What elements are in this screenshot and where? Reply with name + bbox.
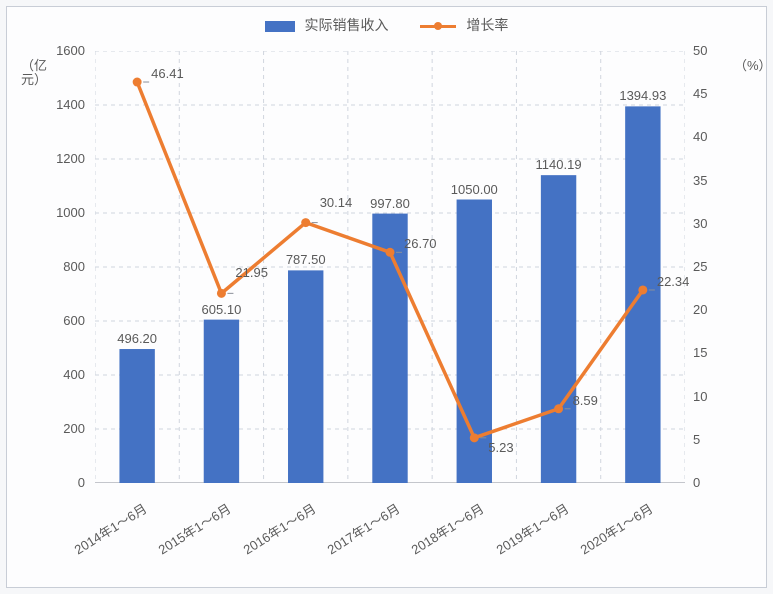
y2-tick: 25 xyxy=(693,259,707,274)
x-category: 2020年1～6月 xyxy=(561,498,656,567)
bar-value-label: 1050.00 xyxy=(444,182,504,197)
y1-tick: 400 xyxy=(63,367,85,382)
y2-tick: 45 xyxy=(693,86,707,101)
chart-frame: 实际销售收入 增长率 （亿元） （%） 02004006008001000120… xyxy=(6,6,767,588)
legend-label-bars: 实际销售收入 xyxy=(305,17,389,33)
legend-item-bars: 实际销售收入 xyxy=(265,15,389,35)
y2-tick: 50 xyxy=(693,43,707,58)
line-value-label: 26.70 xyxy=(404,236,437,251)
y1-tick: 0 xyxy=(78,475,85,490)
x-category: 2018年1～6月 xyxy=(392,498,487,567)
line-value-label: 46.41 xyxy=(151,66,184,81)
y1-tick: 800 xyxy=(63,259,85,274)
bar-value-label: 1394.93 xyxy=(613,88,673,103)
y2-tick: 10 xyxy=(693,389,707,404)
y1-tick: 1000 xyxy=(56,205,85,220)
bar-value-label: 787.50 xyxy=(276,252,336,267)
y1-tick: 200 xyxy=(63,421,85,436)
x-category: 2017年1～6月 xyxy=(308,498,403,567)
x-category: 2014年1～6月 xyxy=(55,498,150,567)
y2-tick: 15 xyxy=(693,345,707,360)
bar-value-label: 997.80 xyxy=(360,196,420,211)
y1-axis-label: （亿元） xyxy=(21,59,39,88)
line-value-label: 21.95 xyxy=(235,265,268,280)
bar-value-label: 1140.19 xyxy=(529,157,589,172)
legend-label-line: 增长率 xyxy=(466,17,508,33)
x-category: 2015年1～6月 xyxy=(140,498,235,567)
y1-tick: 1200 xyxy=(56,151,85,166)
y2-axis-label: （%） xyxy=(734,59,752,73)
plot-svg xyxy=(95,51,685,483)
y2-tick: 0 xyxy=(693,475,700,490)
legend-item-line: 增长率 xyxy=(420,15,508,35)
bar-value-label: 605.10 xyxy=(191,302,251,317)
y2-tick: 30 xyxy=(693,216,707,231)
legend: 实际销售收入 增长率 xyxy=(7,15,766,39)
plot-area xyxy=(95,51,685,483)
legend-swatch-bar xyxy=(265,21,295,32)
line-value-label: 22.34 xyxy=(657,274,690,289)
y2-tick: 5 xyxy=(693,432,700,447)
y1-tick: 600 xyxy=(63,313,85,328)
line-value-label: 8.59 xyxy=(573,393,598,408)
bar-value-label: 496.20 xyxy=(107,331,167,346)
y1-tick: 1400 xyxy=(56,97,85,112)
y2-tick: 40 xyxy=(693,129,707,144)
line-value-label: 5.23 xyxy=(488,440,513,455)
legend-swatch-line xyxy=(420,19,456,33)
y1-tick: 1600 xyxy=(56,43,85,58)
line-value-label: 30.14 xyxy=(320,195,353,210)
y2-tick: 35 xyxy=(693,173,707,188)
y2-tick: 20 xyxy=(693,302,707,317)
x-category: 2016年1～6月 xyxy=(224,498,319,567)
x-category: 2019年1～6月 xyxy=(477,498,572,567)
